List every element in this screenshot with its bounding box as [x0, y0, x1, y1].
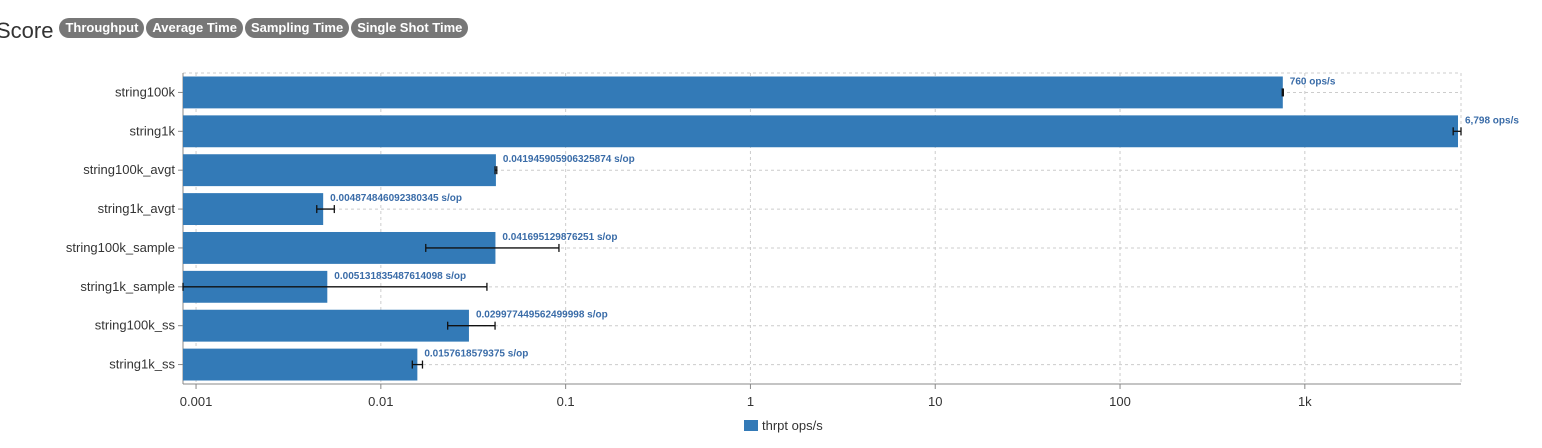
legend-swatch [744, 420, 758, 431]
x-tick-label: 100 [1109, 394, 1131, 409]
tab-throughput[interactable]: Throughput [59, 18, 145, 38]
category-label: string1k_sample [80, 279, 175, 294]
legend[interactable]: thrpt ops/s [744, 418, 823, 433]
bar [183, 309, 469, 342]
chart-header: Score Throughput Average Time Sampling T… [0, 12, 469, 44]
bar [183, 115, 1458, 148]
tab-average-time[interactable]: Average Time [146, 18, 243, 38]
x-tick-label: 0.1 [557, 394, 575, 409]
data-label: 0.029977449562499998 s/op [476, 310, 608, 321]
bar [183, 76, 1283, 109]
data-label: 6,798 ops/s [1465, 115, 1519, 126]
legend-label: thrpt ops/s [762, 418, 823, 433]
category-label: string100k [115, 84, 175, 99]
bar [183, 154, 496, 187]
category-label: string1k_ss [109, 357, 175, 372]
category-label: string100k_sample [66, 240, 175, 255]
bar [183, 348, 418, 381]
x-tick-label: 0.001 [180, 394, 213, 409]
x-tick-label: 10 [928, 394, 942, 409]
tab-single-shot-time[interactable]: Single Shot Time [351, 18, 469, 38]
data-label: 0.041945905906325874 s/op [503, 154, 635, 165]
data-label: 0.041695129876251 s/op [502, 232, 617, 243]
data-label: 0.004874846092380345 s/op [330, 193, 462, 204]
x-tick-label: 0.01 [368, 394, 393, 409]
x-tick-label: 1 [747, 394, 754, 409]
mode-tabs: Throughput Average Time Sampling Time Si… [59, 18, 469, 38]
chart-title: Score [0, 18, 54, 43]
category-label: string100k_ss [95, 318, 176, 333]
category-label: string1k_avgt [98, 201, 176, 216]
x-tick-label: 1k [1298, 394, 1312, 409]
category-label: string100k_avgt [83, 162, 175, 177]
data-label: 760 ops/s [1290, 76, 1336, 87]
bar [183, 193, 324, 226]
data-label: 0.005131835487614098 s/op [334, 271, 466, 282]
category-label: string1k [129, 123, 175, 138]
tab-sampling-time[interactable]: Sampling Time [244, 18, 350, 38]
data-label: 0.0157618579375 s/op [424, 349, 528, 360]
